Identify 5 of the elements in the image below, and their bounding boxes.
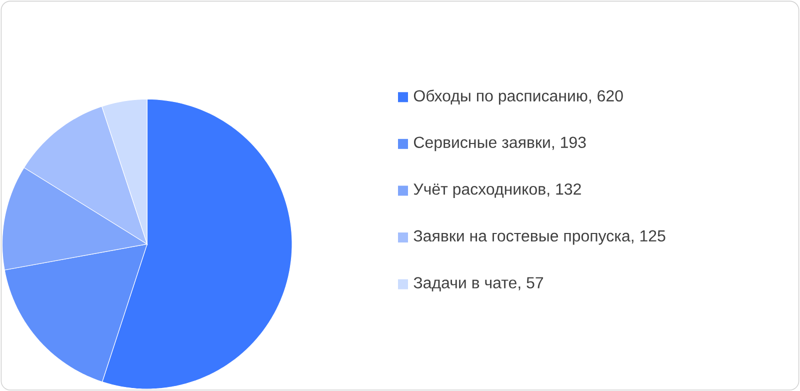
legend-label: Учёт расходников, 132 [414, 183, 581, 198]
legend-label: Обходы по расписанию, 620 [414, 90, 623, 105]
legend-label: Сервисные заявки, 193 [414, 136, 586, 152]
legend-label: Задачи в чате, 57 [414, 276, 544, 292]
legend-label: Заявки на гостевые пропуска, 125 [414, 230, 666, 245]
